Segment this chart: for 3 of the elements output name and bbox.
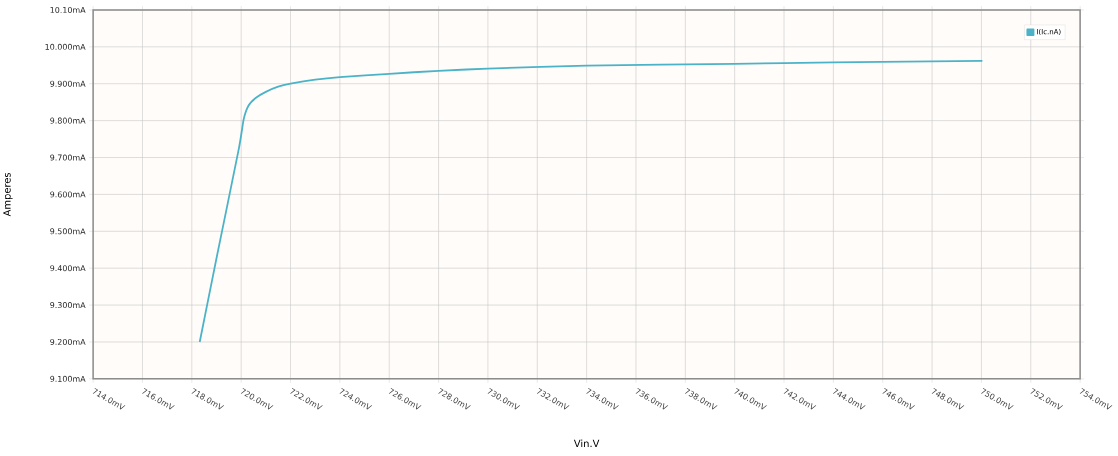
line-series — [198, 60, 984, 344]
y-axis-title: Amperes — [3, 173, 13, 217]
x-axis-title: Vin.V — [573, 439, 600, 448]
